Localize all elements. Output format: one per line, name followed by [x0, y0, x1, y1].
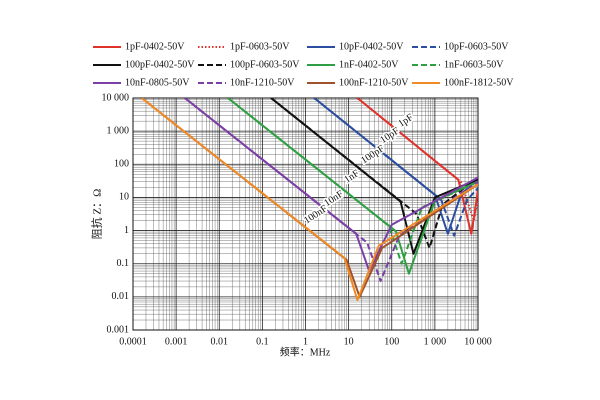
- y-tick-label: 1: [124, 225, 129, 236]
- legend-label: 100nF-1812-50V: [444, 77, 514, 88]
- y-tick-label: 100: [114, 159, 129, 170]
- legend-label: 1nF-0402-50V: [339, 59, 399, 70]
- series-line: [356, 98, 478, 222]
- legend-label: 100pF-0402-50V: [125, 59, 195, 70]
- x-tick-label: 0.01: [211, 336, 229, 347]
- x-tick-label: 1 000: [424, 336, 447, 347]
- x-tick-label: 1: [303, 336, 308, 347]
- y-tick-label: 10: [119, 192, 129, 203]
- series-line: [270, 98, 478, 249]
- legend-label: 1pF-0402-50V: [125, 41, 185, 52]
- series-line: [313, 98, 478, 237]
- y-tick-label: 0.01: [112, 291, 130, 302]
- y-tick-label: 0.001: [107, 324, 130, 335]
- legend-label: 100nF-1210-50V: [339, 77, 409, 88]
- curve-label: 10nF: [322, 188, 346, 209]
- series-line: [227, 98, 478, 275]
- x-axis-label: 频率：MHz: [280, 345, 331, 358]
- x-tick-label: 10 000: [464, 336, 492, 347]
- curve-label: 1nF: [342, 168, 361, 186]
- legend-label: 1pF-0603-50V: [230, 41, 290, 52]
- y-axis-label: 阻抗 Z：Ω: [90, 189, 104, 240]
- plot-lines: [141, 98, 478, 302]
- legend-label: 1nF-0603-50V: [444, 59, 504, 70]
- y-tick-label: 10 000: [102, 92, 130, 103]
- legend-label: 10pF-0603-50V: [444, 41, 509, 52]
- x-tick-label: 10: [344, 336, 354, 347]
- series-line: [141, 98, 478, 302]
- legend-label: 10nF-1210-50V: [230, 77, 295, 88]
- x-tick-label: 100: [384, 336, 399, 347]
- legend-label: 10nF-0805-50V: [125, 77, 190, 88]
- plot-frame: [132, 97, 479, 331]
- y-tick-label: 1 000: [107, 125, 130, 136]
- curve-label: 1pF: [396, 112, 415, 130]
- x-tick-label: 0.001: [165, 336, 188, 347]
- x-tick-label: 0.1: [256, 336, 269, 347]
- curve-label: 10pF: [378, 125, 402, 146]
- legend-label: 100pF-0603-50V: [230, 59, 300, 70]
- curve-label: 100pF: [359, 143, 387, 166]
- y-tick-label: 0.1: [117, 258, 130, 269]
- x-tick-label: 0.0001: [119, 336, 147, 347]
- legend-label: 10pF-0402-50V: [339, 41, 404, 52]
